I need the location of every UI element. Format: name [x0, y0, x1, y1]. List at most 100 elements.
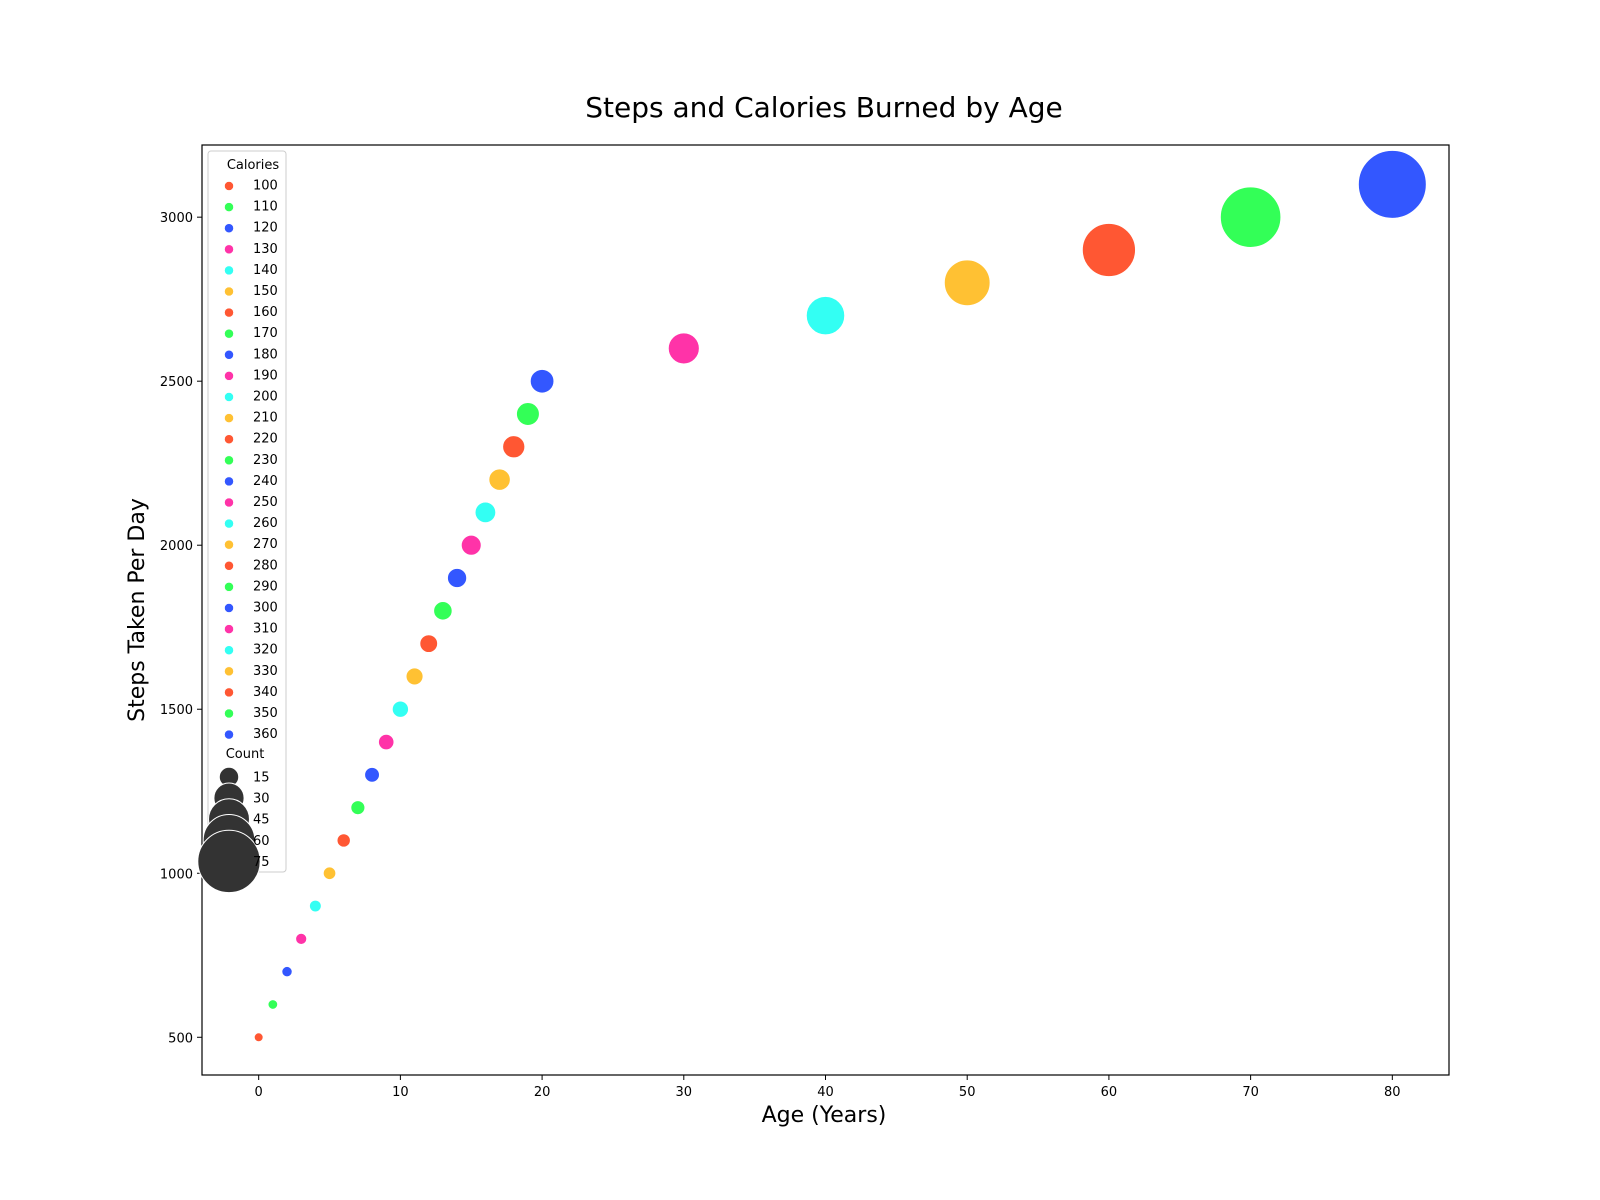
- x-tick-label: 50: [959, 1085, 976, 1100]
- data-point: [1081, 222, 1137, 278]
- data-point: [1219, 186, 1282, 248]
- y-tick-label: 3000: [160, 211, 193, 226]
- data-point: [253, 1032, 264, 1043]
- legend-calories-marker: [224, 624, 234, 634]
- legend-calories-label: 170: [253, 326, 278, 341]
- x-tick-label: 80: [1384, 1085, 1401, 1100]
- legend-calories-label: 180: [253, 347, 278, 362]
- legend-calories-marker: [224, 645, 234, 655]
- y-tick-label: 1500: [160, 703, 193, 718]
- legend-calories-label: 260: [253, 516, 278, 531]
- x-tick-label: 0: [255, 1085, 263, 1100]
- legend-calories-label: 100: [253, 179, 278, 194]
- data-point: [267, 999, 279, 1010]
- y-tick-label: 1000: [160, 867, 193, 882]
- legend-calories-label: 210: [253, 411, 278, 426]
- data-point: [419, 634, 439, 654]
- legend-calories-label: 160: [253, 305, 278, 320]
- x-axis-label: Age (Years): [762, 1103, 887, 1128]
- legend-calories-marker: [224, 729, 234, 740]
- data-point: [405, 667, 424, 686]
- x-tick-label: 30: [676, 1085, 693, 1100]
- legend-calories-label: 230: [253, 453, 278, 468]
- legend-calories-marker: [224, 708, 234, 719]
- legend-frame: [207, 150, 287, 873]
- legend-calories-marker: [224, 434, 234, 444]
- legend-calories-marker: [224, 455, 234, 466]
- legend-count-label: 75: [253, 855, 270, 870]
- y-axis-label: Steps Taken Per Day: [125, 498, 150, 722]
- data-point: [364, 766, 380, 783]
- legend-calories-label: 350: [253, 706, 278, 721]
- chart-title: Steps and Calories Burned by Age: [585, 91, 1062, 124]
- data-point: [502, 435, 526, 459]
- legend-calories-label: 120: [253, 221, 278, 236]
- legend-count-marker: [197, 829, 261, 894]
- legend-calories-marker: [224, 539, 234, 550]
- legend: Calories 100 110 120 130 140 150 160 170 180 190 2…: [197, 150, 287, 894]
- y-tick-label: 2000: [160, 539, 193, 554]
- data-point: [529, 368, 555, 394]
- legend-calories-marker: [224, 666, 234, 677]
- legend-count-label: 30: [253, 792, 270, 807]
- data-point: [281, 965, 293, 978]
- legend-calories-label: 290: [253, 579, 278, 594]
- legend-calories-marker: [224, 371, 234, 381]
- legend-calories-label: 240: [253, 474, 278, 489]
- legend-calories-label: 360: [253, 727, 278, 742]
- x-tick-label: 40: [817, 1085, 834, 1100]
- data-point: [377, 733, 395, 751]
- legend-calories-label: 340: [253, 685, 278, 700]
- legend-calories-marker: [224, 181, 234, 191]
- data-point: [474, 501, 497, 524]
- legend-count-label: 60: [253, 834, 270, 849]
- legend-calories-marker: [224, 244, 234, 255]
- legend-calories-label: 140: [253, 263, 278, 278]
- data-point: [805, 295, 846, 336]
- legend-calories-label: 200: [253, 390, 278, 405]
- data-point: [460, 534, 482, 556]
- legend-calories-label: 320: [253, 643, 278, 658]
- data-points: [253, 149, 1427, 1043]
- legend-calories-label: 150: [253, 284, 278, 299]
- data-point: [943, 259, 991, 307]
- legend-count-label: 15: [253, 771, 270, 786]
- legend-count-entries: 15 30 45 60 75: [197, 766, 270, 894]
- x-tick-label: 70: [1242, 1085, 1259, 1100]
- legend-calories-entries: 100 110 120 130 140 150 160 170 180 190 200 210 220 2…: [224, 179, 278, 742]
- data-point: [391, 700, 410, 718]
- y-axis: 500 1000 1500 2000 2500 3000: [160, 211, 202, 1046]
- legend-calories-marker: [224, 518, 234, 529]
- data-point: [433, 601, 453, 621]
- y-tick-label: 2500: [160, 375, 193, 390]
- legend-calories-marker: [224, 582, 234, 592]
- legend-calories-label: 190: [253, 368, 278, 383]
- data-point: [308, 899, 322, 913]
- legend-calories-marker: [224, 307, 234, 318]
- legend-count-label: 45: [253, 813, 270, 828]
- legend-calories-marker: [224, 413, 234, 423]
- x-tick-label: 10: [392, 1085, 409, 1100]
- legend-calories-marker: [224, 328, 234, 339]
- legend-calories-label: 280: [253, 558, 278, 573]
- data-point: [1357, 149, 1427, 219]
- legend-calories-marker: [224, 202, 234, 212]
- legend-calories-marker: [224, 286, 234, 297]
- legend-calories-label: 330: [253, 664, 278, 679]
- legend-calories-marker: [224, 687, 234, 698]
- legend-calories-label: 270: [253, 537, 278, 552]
- data-point: [515, 401, 540, 427]
- legend-calories-marker: [224, 603, 234, 613]
- data-point: [488, 468, 511, 491]
- x-tick-label: 20: [534, 1085, 551, 1100]
- data-point: [350, 800, 366, 816]
- legend-calories-label: 220: [253, 432, 278, 447]
- y-tick-label: 500: [168, 1031, 193, 1046]
- x-tick-label: 60: [1101, 1085, 1118, 1100]
- legend-count-title: Count: [226, 747, 265, 762]
- legend-calories-marker: [224, 561, 234, 571]
- x-axis: 0 10 20 30 40 50 60 70 80: [255, 1075, 1401, 1100]
- legend-calories-marker: [224, 392, 234, 402]
- legend-calories-label: 250: [253, 495, 278, 510]
